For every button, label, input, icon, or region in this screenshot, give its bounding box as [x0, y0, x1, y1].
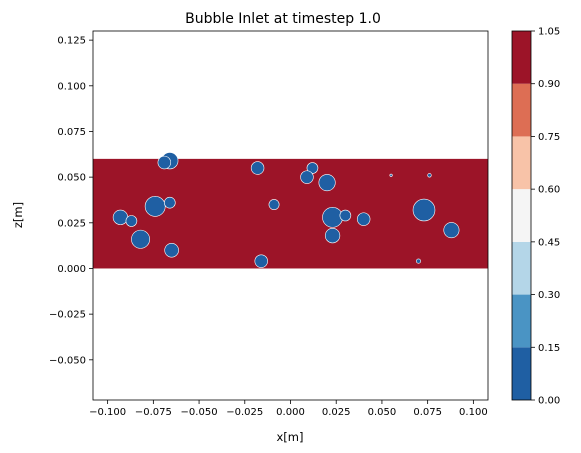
bubble	[164, 242, 179, 258]
colorbar-tick-label: 0.15	[538, 343, 560, 354]
x-tick-label: −0.025	[226, 407, 263, 418]
colorbar-band	[512, 241, 531, 295]
x-tick-label: 0.025	[322, 407, 351, 418]
bubble	[268, 199, 280, 210]
y-tick-label: 0.050	[57, 173, 86, 184]
bubble	[412, 198, 436, 222]
colorbar-frame	[511, 30, 532, 401]
x-tick-label: −0.075	[135, 407, 172, 418]
colorbar-band	[512, 136, 531, 190]
y-tick-label: 0.100	[57, 81, 86, 92]
colorbar-tick-label: 0.45	[538, 237, 560, 248]
colorbar-tick-label: 1.05	[538, 27, 560, 38]
colorbar-tick-label: 0.30	[538, 290, 560, 301]
colorbar-band	[512, 189, 531, 242]
x-tick-label: 0.050	[368, 407, 397, 418]
colorbar-tick-label: 0.90	[538, 79, 560, 90]
colorbar-tick-label: 0.60	[538, 185, 560, 196]
colorbar-band	[512, 347, 531, 400]
bubble	[416, 258, 422, 264]
y-tick-label: 0.075	[57, 127, 86, 138]
colorbar-band	[512, 31, 531, 84]
y-tick-label: 0.125	[57, 36, 86, 47]
plot-content	[93, 152, 488, 269]
chart-title: Bubble Inlet at timestep 1.0	[185, 11, 381, 27]
y-tick-label: −0.025	[49, 310, 86, 321]
colorbar	[512, 31, 531, 400]
colorbar-tick-label: 0.75	[538, 132, 560, 143]
bubble	[300, 170, 314, 184]
bubble	[131, 229, 150, 249]
colorbar-tick-label: 0.00	[538, 396, 560, 407]
bubble	[356, 212, 371, 226]
colorbar-band	[512, 294, 531, 348]
bubble	[443, 222, 460, 239]
bubble	[144, 196, 166, 217]
bubble	[339, 209, 352, 222]
y-tick-label: 0.025	[57, 218, 86, 229]
x-axis-ticks: −0.100 −0.075 −0.050 −0.025 0.000 0.025 0.050 0…	[89, 400, 488, 418]
bubble	[112, 209, 129, 225]
colorbar-band	[512, 83, 531, 137]
x-tick-label: 0.075	[413, 407, 442, 418]
bubble	[427, 173, 432, 178]
x-tick-label: 0.100	[459, 407, 488, 418]
bubble	[250, 161, 265, 175]
colorbar-ticks: 0.00 0.15 0.30 0.45 0.60 0.75 0.90 1.05	[531, 27, 560, 407]
x-tick-label: −0.050	[181, 407, 218, 418]
x-tick-label: −0.100	[89, 407, 126, 418]
bubble	[254, 254, 268, 268]
bubble	[164, 196, 176, 209]
y-axis-ticks: −0.050 −0.025 0.000 0.025 0.050 0.075 0.100 0.1…	[49, 36, 93, 366]
y-tick-label: 0.000	[57, 264, 86, 275]
y-axis-label: z[m]	[11, 202, 25, 228]
bubble	[125, 215, 138, 227]
bubble	[322, 206, 343, 228]
x-axis-label: x[m]	[277, 430, 304, 444]
x-tick-label: 0.000	[276, 407, 305, 418]
bubble	[389, 173, 393, 177]
bubble	[157, 155, 172, 170]
bubble	[324, 227, 341, 244]
y-tick-label: −0.050	[49, 355, 86, 366]
bubble	[318, 174, 336, 192]
